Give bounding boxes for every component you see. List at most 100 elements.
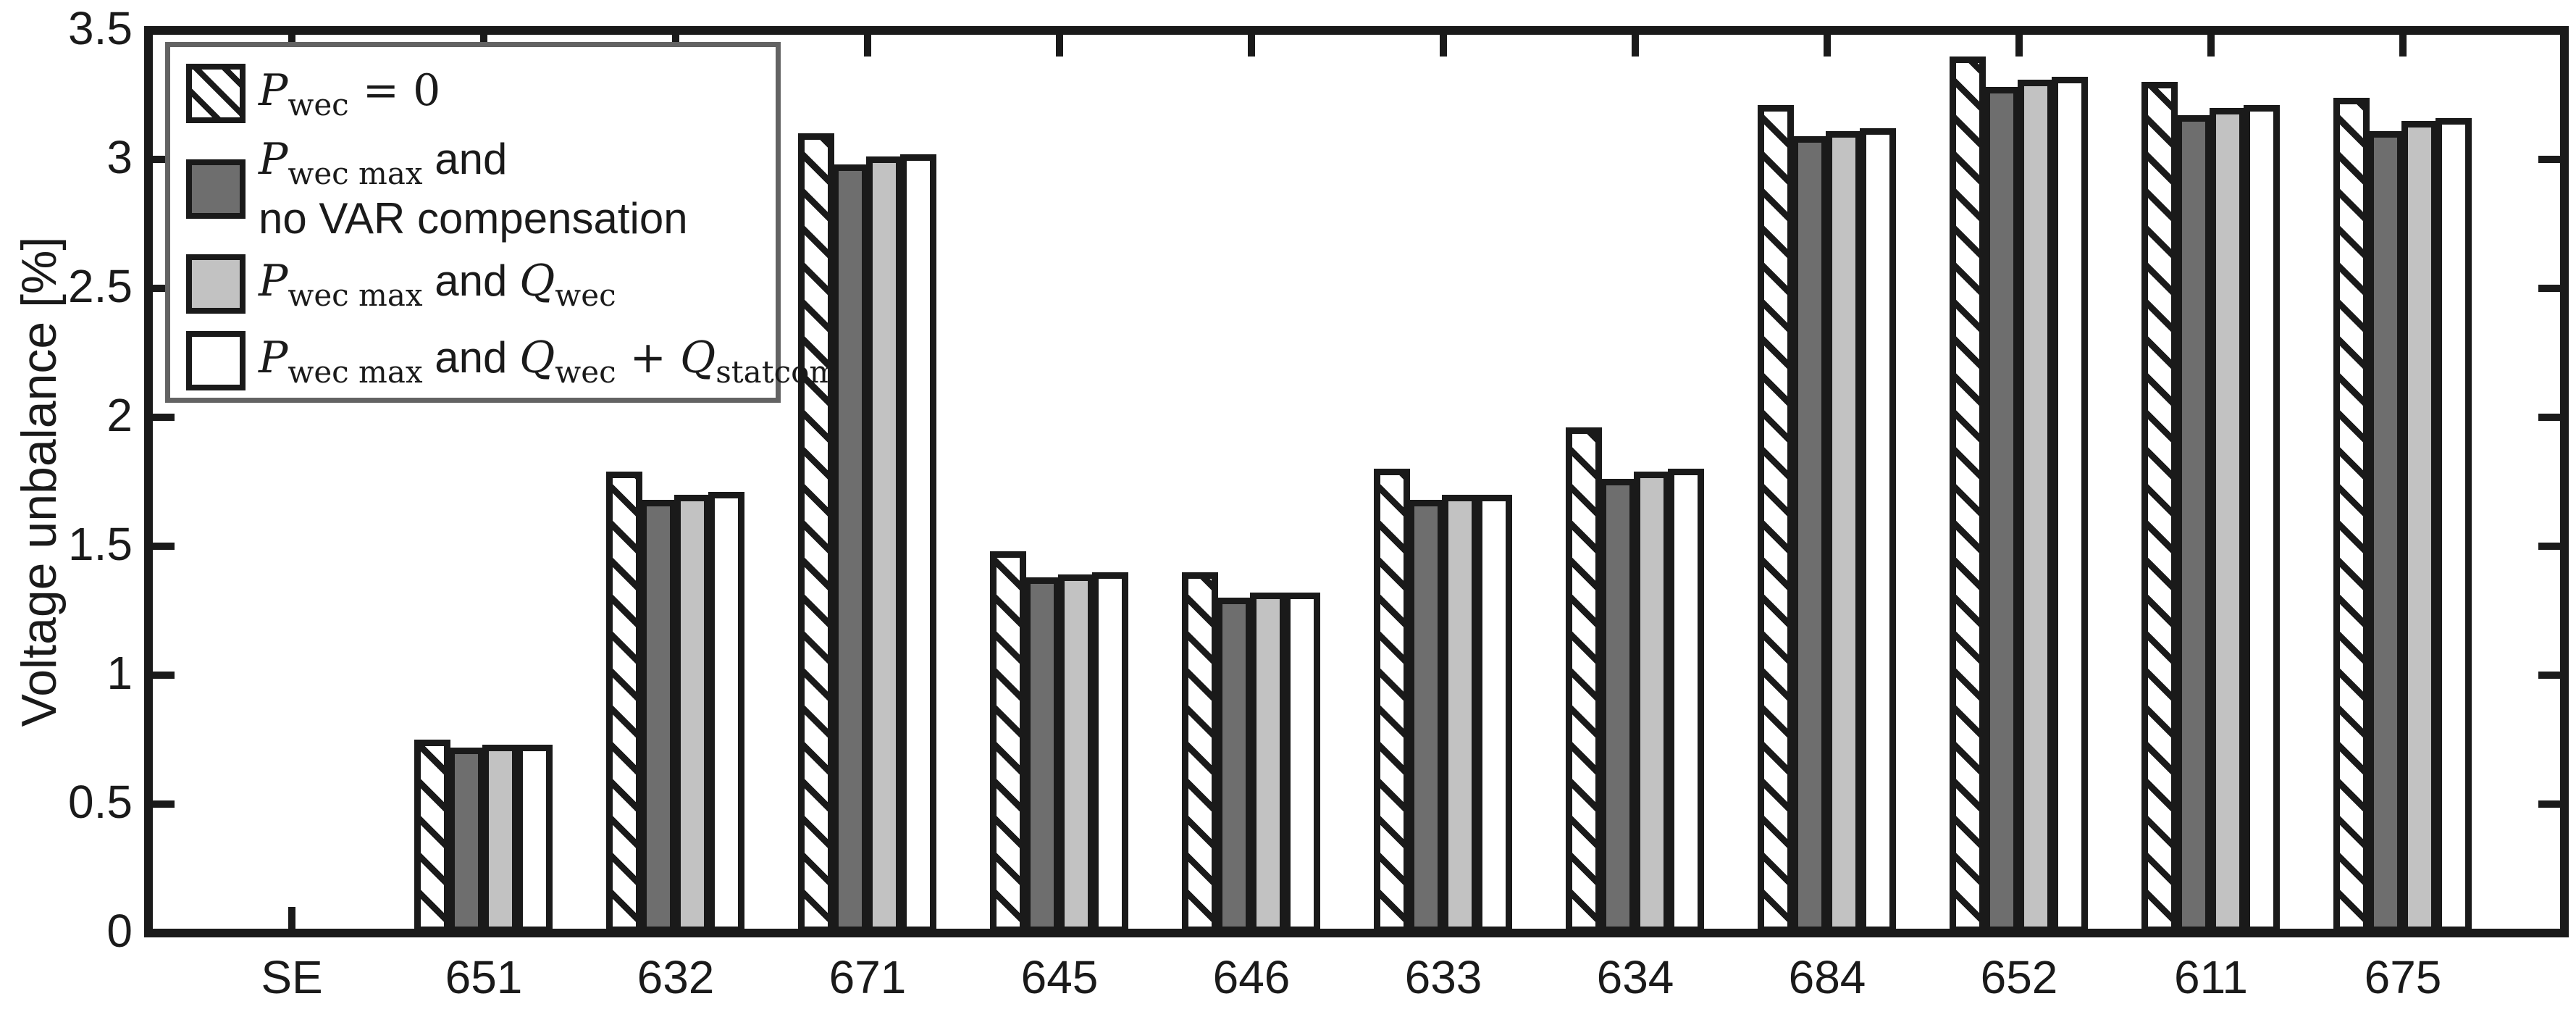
x-tick-label: 634 <box>1596 951 1674 1003</box>
bar-645-series3 <box>1058 574 1094 933</box>
axis-right <box>2560 26 2569 937</box>
y-tick-right <box>2538 156 2564 163</box>
bar-633-series3 <box>1442 495 1478 933</box>
y-tick-label: 1.5 <box>68 518 133 571</box>
bar-651-series3 <box>482 745 519 933</box>
bar-671-series4 <box>900 154 936 933</box>
y-tick-right <box>2538 285 2564 292</box>
bar-652-series3 <box>2018 80 2054 933</box>
x-tick-top <box>864 30 871 57</box>
bar-633-series1 <box>1374 469 1410 933</box>
bar-645-series4 <box>1092 572 1128 933</box>
x-tick-label: 652 <box>1980 951 2058 1003</box>
legend-label-segment: wec <box>555 354 616 390</box>
bar-651-series2 <box>448 748 484 933</box>
legend-item: Pwec max and Qwec <box>186 246 776 322</box>
y-tick-left <box>148 156 175 163</box>
bar-632-series4 <box>708 492 744 933</box>
x-tick-top <box>2399 30 2407 57</box>
legend-label-segment: wec <box>555 277 616 314</box>
y-tick-label: 2.5 <box>68 260 133 313</box>
legend-label-segment: wec max <box>288 277 423 314</box>
bar-684-series1 <box>1758 105 1794 933</box>
legend-item: Pwec max and no VAR compensation <box>186 133 776 245</box>
legend-label-segment: P <box>259 64 288 116</box>
bar-634-series4 <box>1668 469 1704 933</box>
y-tick-left <box>148 800 175 808</box>
legend-label-segment: Q <box>680 333 716 384</box>
legend-label-segment: P <box>259 333 288 384</box>
axis-top <box>144 26 2569 35</box>
legend-label: Pwec max and Qwec <box>259 254 616 314</box>
x-tick-label: 675 <box>2364 951 2442 1003</box>
bar-611-series3 <box>2210 108 2246 933</box>
legend-label-segment: wec max <box>288 156 423 191</box>
legend-label-segment: + <box>616 333 681 384</box>
x-tick-top <box>1824 30 1831 57</box>
y-tick-label: 0 <box>106 905 133 958</box>
legend-label-segment: statcom <box>716 354 839 390</box>
bar-671-series3 <box>866 156 902 933</box>
x-tick-top <box>1632 30 1639 57</box>
bar-611-series2 <box>2176 115 2212 933</box>
x-tick-label: SE <box>261 951 323 1003</box>
x-tick-top <box>1248 30 1255 57</box>
bar-675-series2 <box>2367 131 2404 933</box>
x-tick-top <box>1440 30 1447 57</box>
legend-label-segment: Q <box>519 256 555 307</box>
y-tick-left <box>148 543 175 550</box>
legend-label-segment: Q <box>519 333 555 384</box>
legend-label-segment: no VAR compensation <box>259 194 688 243</box>
x-tick-label: 632 <box>637 951 715 1003</box>
legend-swatch-hatched <box>186 64 246 123</box>
y-tick-label: 0.5 <box>68 776 133 829</box>
bar-632-series1 <box>606 472 642 933</box>
bar-675-series3 <box>2401 121 2438 933</box>
x-tick-label: 645 <box>1020 951 1099 1003</box>
bar-645-series2 <box>1024 577 1060 933</box>
y-axis-label: Voltage unbalance [%] <box>12 236 67 727</box>
y-tick-right <box>2538 672 2564 679</box>
legend-label-segment: = 0 <box>348 64 441 116</box>
bar-634-series2 <box>1600 479 1636 933</box>
bar-651-series1 <box>414 740 450 933</box>
legend-label-segment: and <box>422 333 520 382</box>
bar-651-series4 <box>516 745 553 933</box>
legend-label-segment: wec <box>288 86 349 122</box>
bar-634-series3 <box>1634 472 1670 933</box>
x-tick-label: 611 <box>2173 951 2249 1003</box>
bar-646-series4 <box>1284 593 1320 933</box>
legend-label: Pwec = 0 <box>259 64 440 123</box>
bar-652-series2 <box>1984 87 2020 933</box>
bar-645-series1 <box>990 551 1026 933</box>
y-tick-label: 3 <box>106 131 133 184</box>
y-tick-left <box>148 285 175 292</box>
bar-646-series3 <box>1250 593 1286 933</box>
x-tick-top <box>2207 30 2215 57</box>
bar-684-series4 <box>1860 128 1896 933</box>
legend-items: Pwec = 0 Pwec max and no VAR compensation P… <box>186 56 838 398</box>
bar-646-series1 <box>1182 572 1218 933</box>
legend-label: Pwec max and Qwec + Qstatcom <box>259 331 838 390</box>
y-tick-label: 1 <box>106 647 133 700</box>
bar-632-series2 <box>640 500 676 933</box>
y-tick-left <box>148 672 175 679</box>
y-tick-right <box>2538 543 2564 550</box>
legend-label-segment: wec max <box>288 354 423 390</box>
bar-634-series1 <box>1566 427 1602 933</box>
bar-633-series4 <box>1476 495 1512 933</box>
legend-label-segment: P <box>259 256 288 307</box>
y-tick-label: 3.5 <box>68 2 133 55</box>
bar-671-series2 <box>832 164 868 933</box>
legend-swatch-white <box>186 331 246 391</box>
axis-left <box>144 26 153 937</box>
bar-611-series4 <box>2244 105 2280 933</box>
bar-684-series2 <box>1792 136 1828 933</box>
bar-633-series2 <box>1408 500 1444 933</box>
bar-632-series3 <box>674 495 710 933</box>
y-tick-label: 2 <box>106 389 133 442</box>
x-tick-bottom <box>288 907 295 933</box>
bar-652-series4 <box>2052 77 2088 933</box>
legend-label-segment: and <box>422 135 508 183</box>
